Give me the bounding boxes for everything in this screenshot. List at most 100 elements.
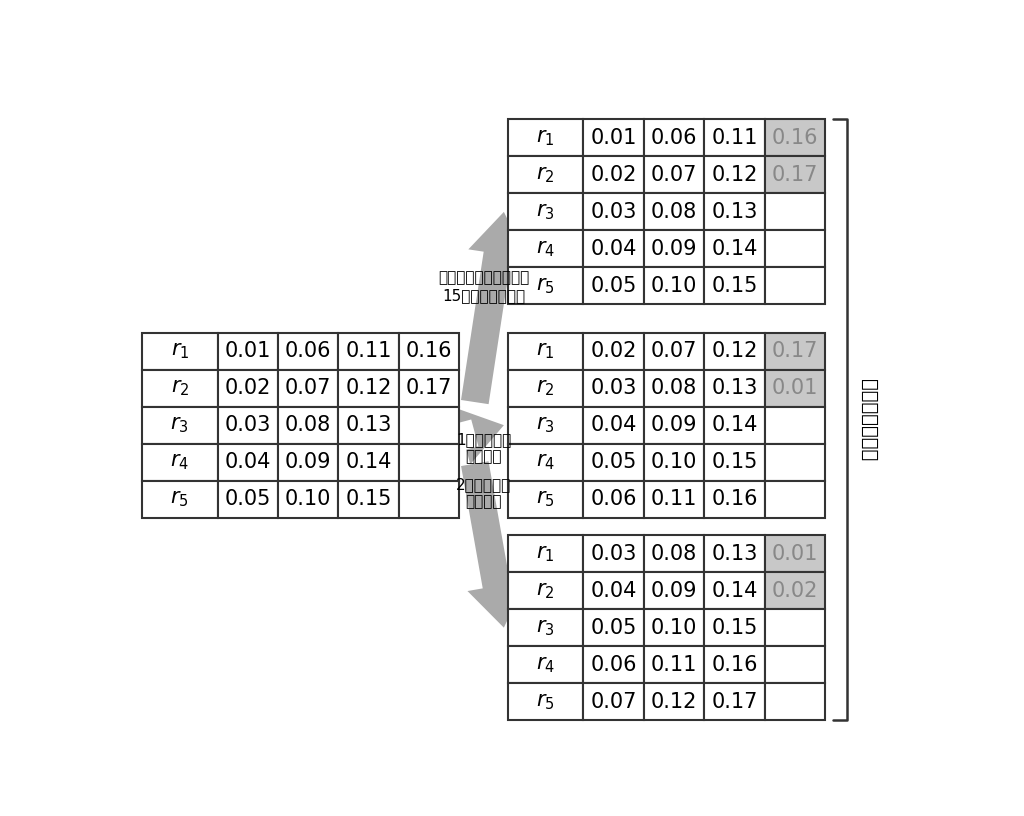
Text: 0.16: 0.16	[406, 341, 453, 361]
Bar	[765, 193, 825, 230]
Text: 0.03: 0.03	[591, 543, 637, 564]
Text: 0.09: 0.09	[650, 581, 697, 601]
Text: $r_{1}$: $r_{1}$	[537, 543, 555, 564]
Bar	[705, 535, 765, 572]
Text: 0.05: 0.05	[591, 452, 637, 472]
Bar	[217, 444, 278, 481]
Bar	[142, 333, 217, 370]
Text: $r_{5}$: $r_{5}$	[537, 692, 555, 712]
Text: 0.16: 0.16	[772, 128, 818, 148]
Bar	[705, 157, 765, 193]
Bar	[338, 481, 399, 517]
Text: 0.14: 0.14	[712, 415, 758, 435]
Bar	[278, 444, 338, 481]
Bar	[508, 444, 584, 481]
Bar	[508, 370, 584, 406]
Bar	[278, 333, 338, 370]
Bar	[508, 333, 584, 370]
Bar	[278, 406, 338, 444]
Bar	[765, 444, 825, 481]
Text: 0.11: 0.11	[651, 654, 697, 675]
Bar	[644, 683, 705, 720]
Bar	[584, 333, 644, 370]
Text: 0.05: 0.05	[224, 489, 271, 509]
Bar	[399, 370, 460, 406]
Text: $r_{1}$: $r_{1}$	[171, 341, 189, 361]
Text: 0.12: 0.12	[345, 378, 392, 398]
Bar	[584, 193, 644, 230]
Text: 0.17: 0.17	[712, 692, 758, 712]
Bar	[508, 535, 584, 572]
Bar	[508, 157, 584, 193]
Text: 0.01: 0.01	[772, 378, 818, 398]
Text: 0.10: 0.10	[651, 452, 697, 472]
Text: 0.02: 0.02	[772, 581, 818, 601]
Text: 0.17: 0.17	[772, 165, 818, 185]
Text: 0.08: 0.08	[651, 378, 697, 398]
Text: 0.06: 0.06	[285, 341, 332, 361]
Bar	[644, 157, 705, 193]
Bar	[644, 572, 705, 610]
Text: 0.04: 0.04	[591, 415, 637, 435]
Bar	[584, 610, 644, 646]
Text: $r_{2}$: $r_{2}$	[537, 378, 555, 398]
Bar	[399, 333, 460, 370]
Text: そのままの状態で先頭
15個を用いて推定: そのままの状態で先頭 15個を用いて推定	[438, 270, 529, 303]
Text: 0.09: 0.09	[650, 415, 697, 435]
Text: 0.07: 0.07	[591, 692, 637, 712]
Text: 0.04: 0.04	[224, 452, 271, 472]
Bar	[338, 370, 399, 406]
Text: $r_{1}$: $r_{1}$	[537, 341, 555, 361]
Bar	[644, 230, 705, 268]
Bar	[765, 481, 825, 517]
Text: 0.13: 0.13	[345, 415, 392, 435]
Bar	[142, 481, 217, 517]
Text: 0.12: 0.12	[712, 341, 758, 361]
Text: 0.15: 0.15	[345, 489, 392, 509]
Bar	[765, 230, 825, 268]
Text: 0.10: 0.10	[285, 489, 332, 509]
Bar	[644, 333, 705, 370]
Bar	[644, 646, 705, 683]
Bar	[508, 268, 584, 304]
Text: $r_{4}$: $r_{4}$	[170, 452, 189, 472]
Text: $r_{2}$: $r_{2}$	[537, 165, 555, 185]
Bar	[584, 370, 644, 406]
Text: 0.07: 0.07	[651, 165, 697, 185]
Bar	[765, 119, 825, 157]
Bar	[508, 610, 584, 646]
Bar	[705, 193, 765, 230]
Bar	[644, 119, 705, 157]
Bar	[705, 406, 765, 444]
Text: 1つずらした
上で推定: 1つずらした 上で推定	[456, 432, 511, 464]
Text: 0.06: 0.06	[590, 489, 637, 509]
Bar	[217, 406, 278, 444]
Bar	[508, 572, 584, 610]
Bar	[765, 683, 825, 720]
Text: 0.09: 0.09	[650, 239, 697, 259]
Bar	[399, 406, 460, 444]
Text: 0.02: 0.02	[591, 341, 637, 361]
Text: $r_{4}$: $r_{4}$	[536, 239, 555, 259]
Text: 最終結果を平均: 最終結果を平均	[859, 379, 878, 461]
Bar	[584, 646, 644, 683]
Bar	[705, 610, 765, 646]
Polygon shape	[455, 408, 504, 464]
Bar	[584, 157, 644, 193]
Text: 0.02: 0.02	[591, 165, 637, 185]
Bar	[765, 572, 825, 610]
Text: $r_{3}$: $r_{3}$	[537, 415, 555, 435]
Text: 0.10: 0.10	[651, 276, 697, 295]
Text: 0.17: 0.17	[772, 341, 818, 361]
Polygon shape	[461, 461, 525, 628]
Bar	[142, 370, 217, 406]
Bar	[278, 370, 338, 406]
Text: 0.07: 0.07	[285, 378, 332, 398]
Text: 0.04: 0.04	[591, 239, 637, 259]
Text: 0.08: 0.08	[285, 415, 332, 435]
Text: 0.08: 0.08	[651, 543, 697, 564]
Text: 0.03: 0.03	[224, 415, 271, 435]
Text: 0.14: 0.14	[712, 581, 758, 601]
Text: $r_{3}$: $r_{3}$	[537, 618, 555, 637]
Text: 0.05: 0.05	[591, 276, 637, 295]
